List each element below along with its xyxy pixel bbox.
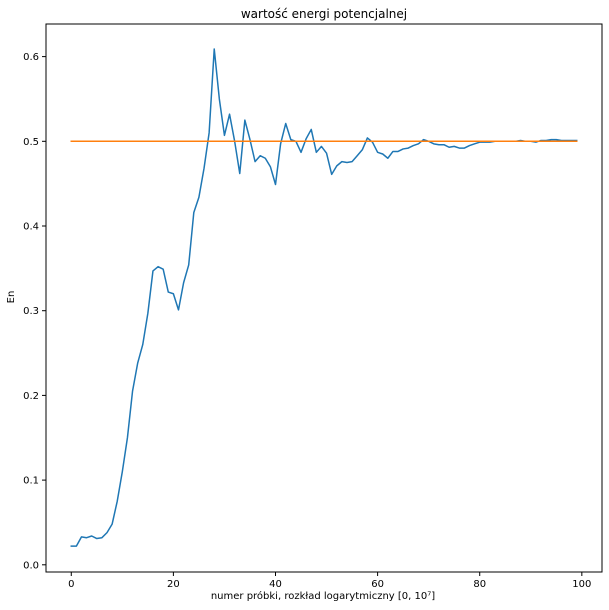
x-tick-label: 100	[572, 579, 591, 590]
y-tick-label: 0.6	[23, 52, 39, 63]
x-tick-label: 80	[473, 579, 486, 590]
y-tick-label: 0.3	[23, 306, 39, 317]
x-tick-label: 0	[68, 579, 74, 590]
series-layer	[70, 48, 578, 547]
y-tick-label: 0.5	[23, 137, 39, 148]
x-axis-ticks: 0 20 40 60 80 100	[68, 572, 591, 590]
chart-title: wartość energi potencjalnej	[241, 7, 407, 21]
plot-area-frame	[45, 23, 603, 573]
y-tick-label: 0.0	[23, 560, 39, 571]
x-tick-label: 60	[371, 579, 384, 590]
y-axis-ticks: 0.0 0.1 0.2 0.3 0.4 0.5 0.6	[23, 52, 46, 571]
x-axis-label: numer próbki, rozkład logarytmiczny [0, …	[211, 590, 435, 602]
y-axis-label: En	[6, 291, 17, 304]
x-tick-label: 20	[167, 579, 180, 590]
y-tick-label: 0.4	[23, 222, 39, 233]
plot-area-background	[46, 24, 602, 572]
x-tick-label: 40	[269, 579, 282, 590]
y-tick-label: 0.1	[23, 476, 39, 487]
y-tick-label: 0.2	[23, 391, 39, 402]
